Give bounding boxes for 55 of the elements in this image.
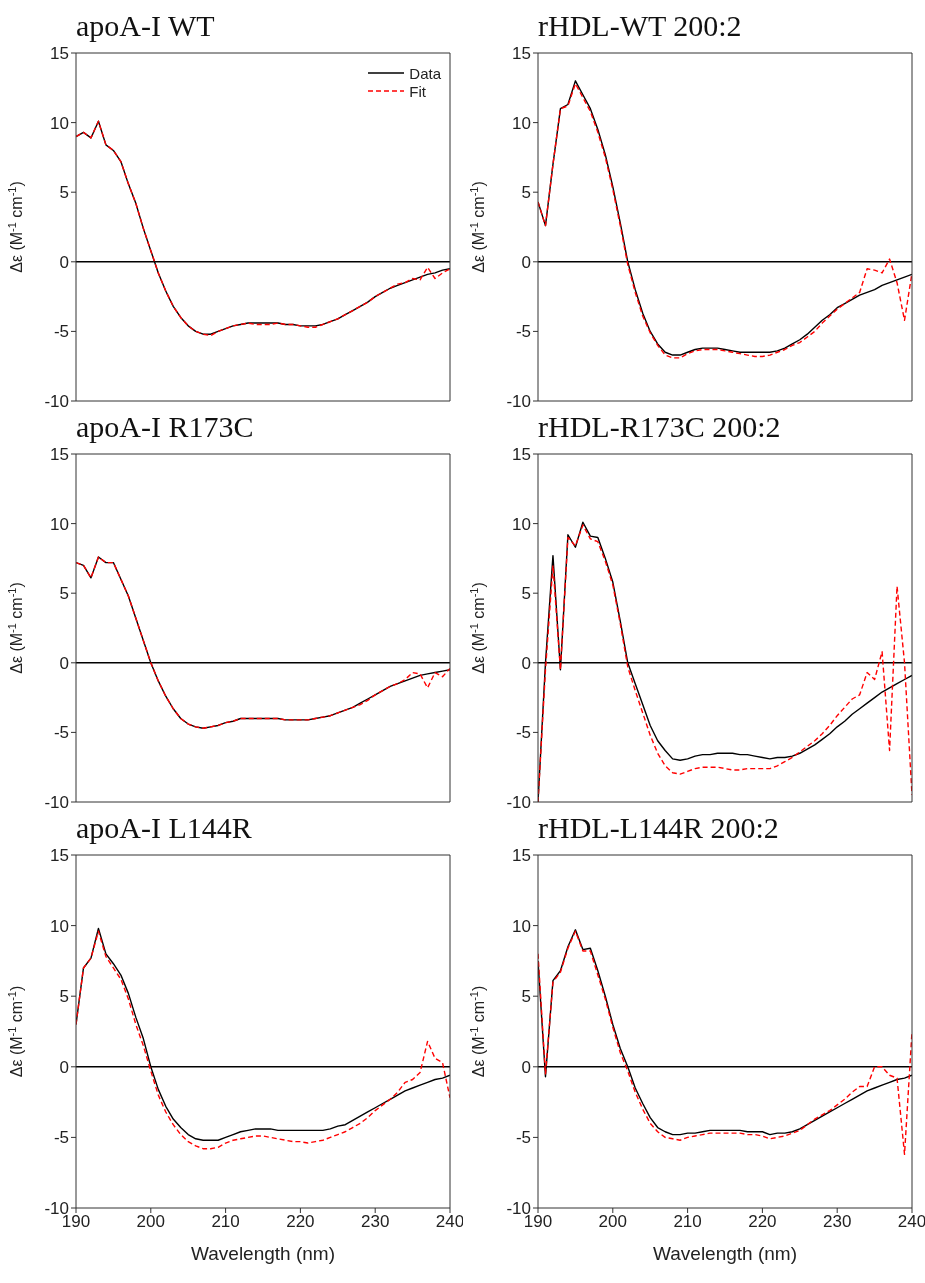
y-tick-label: 10 [50,514,69,534]
legend-label: Data [409,64,441,82]
y-tick-label: 0 [59,1057,69,1077]
x-tick-label: 240 [435,1212,465,1232]
y-tick-label: 5 [521,987,531,1007]
y-tick-label: -5 [515,723,531,743]
y-tick-label: 0 [521,252,531,272]
y-tick-label: 10 [50,916,69,936]
chart-title: rHDL-R173C 200:2 [538,410,781,443]
x-tick-label: 240 [897,1212,925,1232]
y-tick-label: 10 [50,113,69,133]
y-tick-label: -10 [506,793,531,813]
y-tick-label: 0 [59,252,69,272]
y-tick-label: 0 [59,653,69,673]
y-tick-label: 5 [521,183,531,203]
x-tick-label: 220 [286,1212,315,1232]
y-tick-label: 5 [59,987,69,1007]
y-tick-label: -10 [506,392,531,412]
y-tick-label: -10 [44,392,69,412]
x-tick-label: 210 [673,1212,702,1232]
y-tick-label: 10 [512,113,531,133]
y-tick-label: -5 [53,322,69,342]
chart-title: rHDL-WT 200:2 [537,8,743,44]
x-axis-title: Wavelength (nm) [191,1243,335,1264]
y-tick-label: 5 [521,584,531,604]
y-tick-label: 5 [59,584,69,604]
chart-title: rHDL-L144R 200:2 [538,811,779,844]
x-tick-label: 230 [361,1212,390,1232]
x-tick-label: 210 [211,1212,240,1232]
x-tick-label: 230 [823,1212,852,1232]
y-tick-label: 15 [50,445,69,465]
y-tick-label: 15 [50,44,69,64]
y-tick-label: -5 [515,1128,531,1148]
y-tick-label: 15 [512,846,531,866]
y-tick-label: -5 [53,723,69,743]
y-tick-label: 15 [50,846,69,866]
chart-title: apoA-I L144R [76,811,252,844]
y-tick-label: 0 [521,653,531,673]
line-series [76,556,450,729]
y-tick-label: -10 [44,793,69,813]
y-tick-label: 0 [521,1057,531,1077]
y-tick-label: 5 [59,183,69,203]
y-tick-label: 15 [512,445,531,465]
y-tick-label: 10 [512,916,531,936]
legend-label: Fit [409,82,426,100]
chart-title: apoA-I WT [75,8,216,44]
y-tick-label: 10 [512,514,531,534]
y-tick-label: 15 [512,44,531,64]
x-tick-label: 200 [136,1212,165,1232]
y-tick-label: -5 [515,322,531,342]
x-tick-label: 200 [598,1212,627,1232]
y-tick-label: -5 [53,1128,69,1148]
x-axis-title: Wavelength (nm) [653,1243,797,1264]
x-tick-label: 220 [748,1212,777,1232]
chart-title: apoA-I R173C [76,410,254,443]
